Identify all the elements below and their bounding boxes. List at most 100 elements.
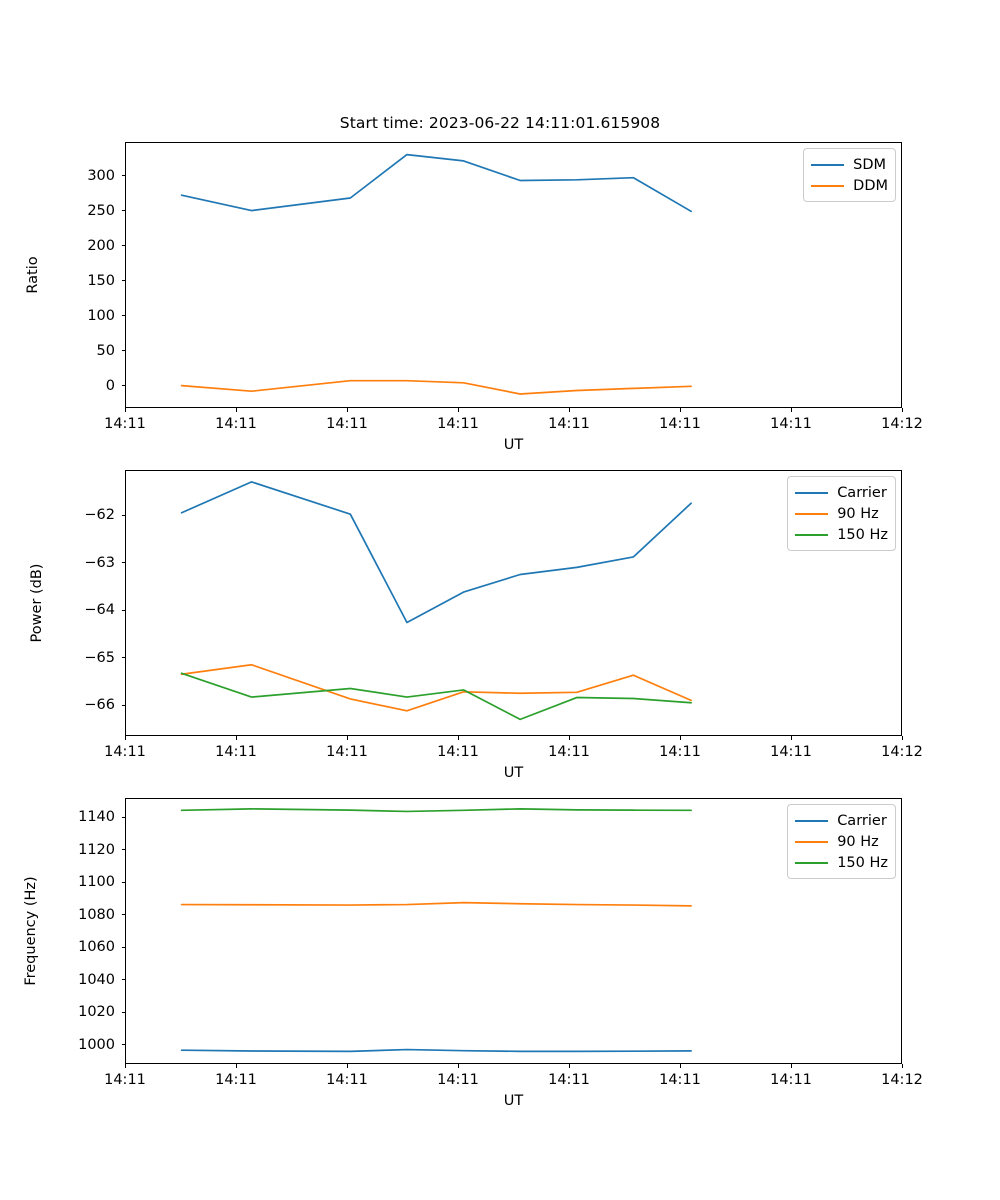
y-tick-mark: [121, 315, 125, 317]
x-tick-label: 14:12: [881, 1072, 923, 1088]
series-line-90-hz: [180, 663, 692, 712]
y-tick-label: −63: [84, 554, 115, 571]
power-panel-axes: [125, 470, 902, 736]
ratio-panel-legend[interactable]: SDM DDM: [803, 148, 896, 202]
x-tick-label: 14:11: [548, 744, 590, 760]
legend-entry-90-hz[interactable]: 90 Hz: [795, 831, 888, 852]
x-tick-mark: [568, 408, 570, 412]
legend-entry-ddm[interactable]: DDM: [811, 175, 888, 196]
x-tick-mark: [235, 1064, 237, 1068]
x-tick-mark: [457, 736, 459, 740]
x-tick-label: 14:11: [548, 1072, 590, 1088]
x-tick-label: 14:11: [104, 744, 146, 760]
y-tick-label: 1020: [78, 1004, 115, 1021]
y-tick-label: 300: [87, 167, 115, 184]
frequency-panel-axes: [125, 798, 902, 1064]
y-tick-mark: [121, 946, 125, 948]
x-tick-mark: [901, 1064, 903, 1068]
x-tick-label: 14:11: [548, 416, 590, 432]
x-tick-label: 14:11: [437, 416, 479, 432]
x-tick-mark: [568, 736, 570, 740]
legend-entry-150-hz[interactable]: 150 Hz: [795, 524, 888, 545]
series-line-150-hz: [180, 672, 692, 721]
series-line-150-hz: [180, 808, 692, 813]
y-tick-mark: [121, 210, 125, 212]
x-tick-label: 14:11: [215, 1072, 257, 1088]
legend-label: Carrier: [837, 484, 887, 501]
ratio-panel-xlabel: UT: [503, 437, 524, 453]
x-tick-mark: [679, 1064, 681, 1068]
x-tick-mark: [679, 736, 681, 740]
y-tick-label: −64: [84, 602, 115, 619]
legend-entry-sdm[interactable]: SDM: [811, 154, 888, 175]
x-tick-label: 14:11: [659, 416, 701, 432]
x-tick-mark: [790, 736, 792, 740]
x-tick-label: 14:11: [326, 416, 368, 432]
x-tick-mark: [346, 408, 348, 412]
y-tick-mark: [121, 849, 125, 851]
y-tick-mark: [121, 657, 125, 659]
y-tick-label: 0: [105, 377, 115, 394]
legend-swatch-icon: [811, 184, 845, 187]
y-tick-label: 1060: [78, 939, 115, 956]
y-tick-mark: [121, 1011, 125, 1013]
x-tick-label: 14:11: [770, 416, 812, 432]
y-tick-label: 50: [96, 342, 115, 359]
x-tick-mark: [346, 1064, 348, 1068]
y-tick-label: 100: [87, 307, 115, 324]
y-tick-label: 1100: [78, 874, 115, 891]
legend-entry-150-hz[interactable]: 150 Hz: [795, 852, 888, 873]
series-line-90-hz: [180, 901, 692, 907]
y-tick-label: 1120: [78, 841, 115, 858]
legend-entry-90-hz[interactable]: 90 Hz: [795, 503, 888, 524]
legend-entry-carrier[interactable]: Carrier: [795, 810, 888, 831]
x-tick-label: 14:11: [104, 416, 146, 432]
legend-swatch-icon: [795, 533, 829, 536]
series-line-sdm: [180, 153, 692, 213]
legend-entry-carrier[interactable]: Carrier: [795, 482, 888, 503]
y-tick-label: −66: [84, 697, 115, 714]
x-tick-mark: [346, 736, 348, 740]
y-tick-mark: [121, 280, 125, 282]
y-tick-mark: [121, 562, 125, 564]
y-tick-mark: [121, 245, 125, 247]
x-tick-mark: [124, 736, 126, 740]
legend-swatch-icon: [795, 819, 829, 822]
power-panel-xlabel: UT: [503, 765, 524, 781]
frequency-panel-ylabel: Frequency (Hz): [23, 876, 39, 986]
y-tick-label: 250: [87, 202, 115, 219]
x-tick-label: 14:11: [659, 1072, 701, 1088]
x-tick-mark: [457, 1064, 459, 1068]
y-tick-mark: [121, 914, 125, 916]
series-line-carrier: [180, 1048, 692, 1053]
figure-title: Start time: 2023-06-22 14:11:01.615908: [339, 114, 661, 132]
x-tick-mark: [679, 408, 681, 412]
y-tick-mark: [121, 350, 125, 352]
x-tick-mark: [568, 1064, 570, 1068]
x-tick-label: 14:11: [215, 744, 257, 760]
x-tick-mark: [901, 408, 903, 412]
x-tick-mark: [790, 408, 792, 412]
ratio-panel-axes: [125, 142, 902, 408]
y-tick-mark: [121, 979, 125, 981]
legend-label: 150 Hz: [837, 526, 888, 543]
y-tick-mark: [121, 514, 125, 516]
legend-label: 90 Hz: [837, 505, 879, 522]
frequency-panel-xlabel: UT: [503, 1093, 524, 1109]
y-tick-mark: [121, 385, 125, 387]
series-line-ddm: [180, 379, 692, 395]
legend-swatch-icon: [795, 840, 829, 843]
x-tick-label: 14:11: [770, 744, 812, 760]
x-tick-mark: [124, 1064, 126, 1068]
legend-swatch-icon: [795, 861, 829, 864]
legend-label: Carrier: [837, 812, 887, 829]
frequency-panel-legend[interactable]: Carrier 90 Hz 150 Hz: [787, 804, 896, 879]
power-panel-legend[interactable]: Carrier 90 Hz 150 Hz: [787, 476, 896, 551]
x-tick-label: 14:11: [437, 1072, 479, 1088]
x-tick-label: 14:11: [770, 1072, 812, 1088]
y-tick-label: 1080: [78, 906, 115, 923]
series-line-carrier: [180, 481, 692, 624]
